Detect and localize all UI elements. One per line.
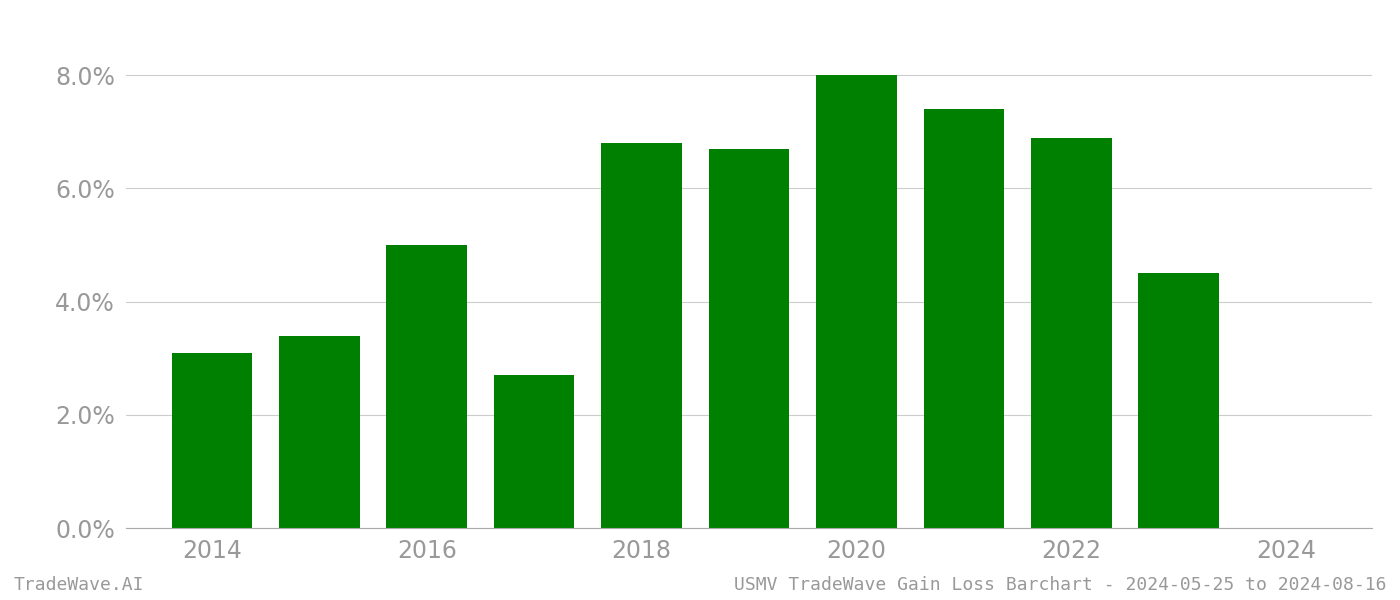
Text: USMV TradeWave Gain Loss Barchart - 2024-05-25 to 2024-08-16: USMV TradeWave Gain Loss Barchart - 2024… bbox=[734, 576, 1386, 594]
Bar bbox=[279, 335, 360, 528]
Bar bbox=[1030, 137, 1112, 528]
Bar bbox=[494, 375, 574, 528]
Bar bbox=[172, 353, 252, 528]
Bar bbox=[816, 75, 896, 528]
Bar bbox=[602, 143, 682, 528]
Text: TradeWave.AI: TradeWave.AI bbox=[14, 576, 144, 594]
Bar bbox=[708, 149, 790, 528]
Bar bbox=[1138, 274, 1219, 528]
Bar bbox=[924, 109, 1004, 528]
Bar bbox=[386, 245, 468, 528]
